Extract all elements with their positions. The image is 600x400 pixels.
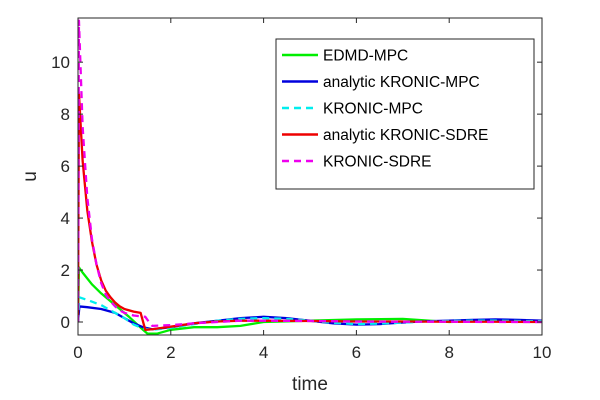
plot-frame xyxy=(77,17,543,336)
x-tick-label: 0 xyxy=(73,343,82,362)
y-tick-label: 10 xyxy=(51,53,70,72)
axis-ticks: 0 2 4 6 8 10 0 2 4 6 8 10 xyxy=(51,18,551,362)
x-tick-label: 8 xyxy=(444,343,453,362)
y-tick-label: 6 xyxy=(61,157,70,176)
y-tick-label: 8 xyxy=(61,105,70,124)
y-axis-label: u xyxy=(20,171,41,182)
legend-label: KRONIC-MPC xyxy=(323,101,423,118)
x-tick-label: 6 xyxy=(352,343,361,362)
y-tick-label: 2 xyxy=(61,261,70,280)
series-line-2 xyxy=(78,296,542,331)
series-line-1 xyxy=(78,305,542,331)
x-axis-label: time xyxy=(292,374,328,395)
legend-label: EDMD-MPC xyxy=(323,48,408,65)
x-tick-label: 10 xyxy=(533,343,552,362)
y-tick-label: 4 xyxy=(61,209,70,228)
x-tick-label: 2 xyxy=(166,343,175,362)
plot-lines xyxy=(78,19,542,335)
legend-label: analytic KRONIC-SDRE xyxy=(323,127,488,144)
series-line-4 xyxy=(78,19,542,328)
legend-label: KRONIC-SDRE xyxy=(323,154,432,171)
legend-box xyxy=(275,38,535,190)
y-tick-label: 0 xyxy=(61,313,70,332)
legend-label: analytic KRONIC-MPC xyxy=(323,74,480,91)
legend: EDMD-MPC analytic KRONIC-MPC KRONIC-MPC ana… xyxy=(275,38,535,190)
x-tick-label: 4 xyxy=(259,343,268,362)
series-line-0 xyxy=(78,266,542,335)
